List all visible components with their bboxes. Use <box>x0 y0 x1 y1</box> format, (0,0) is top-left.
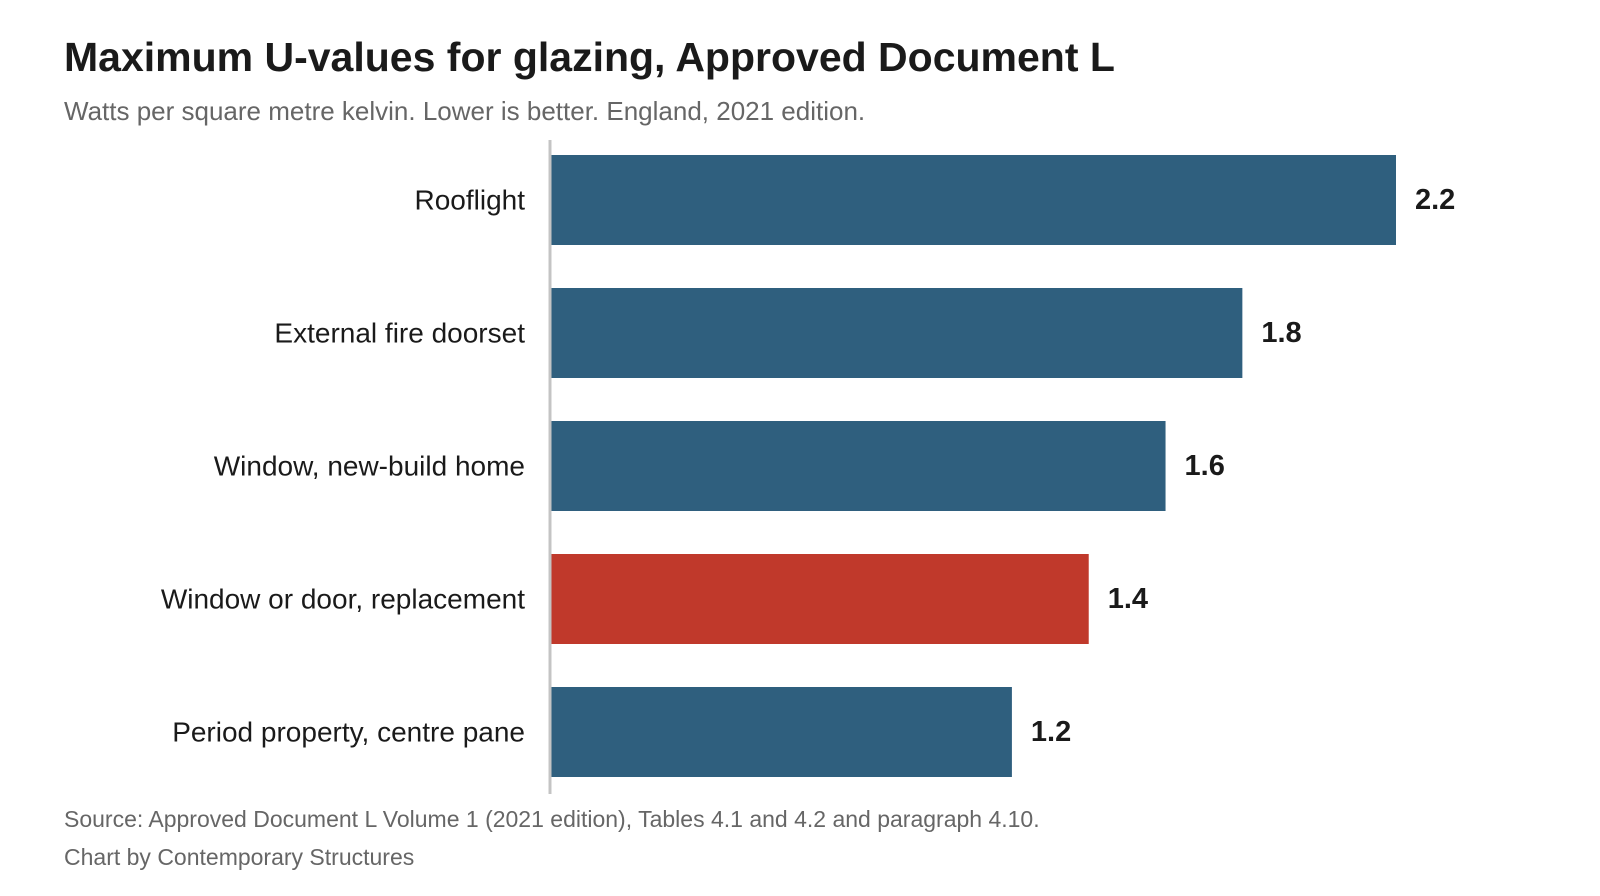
value-label: 1.4 <box>1108 583 1148 615</box>
chart-subtitle: Watts per square metre kelvin. Lower is … <box>64 96 866 126</box>
value-label: 2.2 <box>1415 184 1455 216</box>
category-label: Window, new-build home <box>214 451 525 482</box>
category-label: Period property, centre pane <box>172 717 525 748</box>
category-label: Rooflight <box>414 185 525 216</box>
value-label: 1.2 <box>1031 716 1071 748</box>
bar-3 <box>551 554 1089 644</box>
chart-title: Maximum U-values for glazing, Approved D… <box>64 34 1115 80</box>
chart-credit: Chart by Contemporary Structures <box>64 844 415 870</box>
bar-2 <box>551 421 1166 511</box>
value-label: 1.8 <box>1261 317 1301 349</box>
category-label: Window or door, replacement <box>161 584 525 615</box>
bar-0 <box>551 155 1396 245</box>
bar-4 <box>551 687 1012 777</box>
bars-layer: Rooflight 2.2 External fire doorset 1.8 Wind… <box>161 155 1455 777</box>
category-label: External fire doorset <box>274 318 525 349</box>
source-note: Source: Approved Document L Volume 1 (20… <box>64 806 1040 832</box>
bar-1 <box>551 288 1243 378</box>
value-label: 1.6 <box>1185 450 1225 482</box>
